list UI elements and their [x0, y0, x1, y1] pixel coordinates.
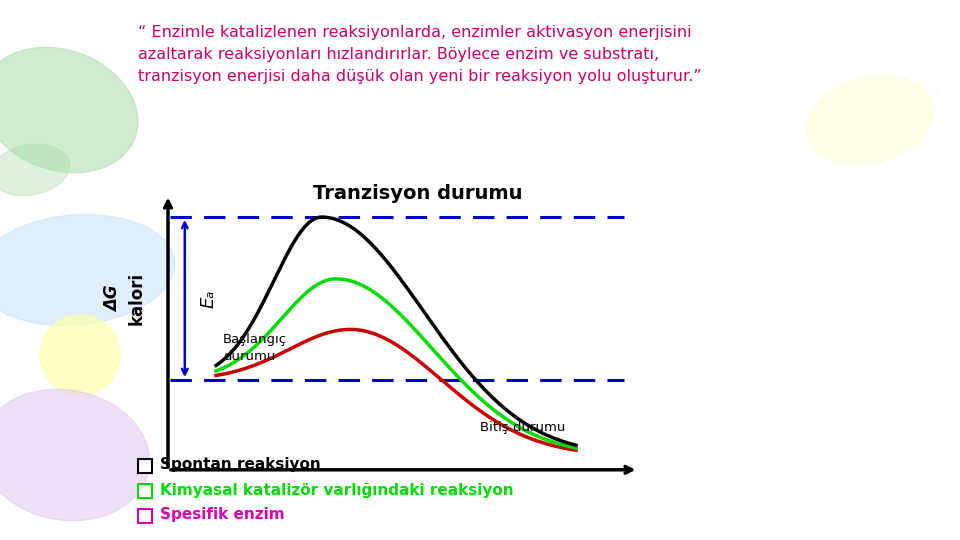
Ellipse shape [0, 144, 70, 195]
Text: Spontan reaksiyon: Spontan reaksiyon [160, 457, 321, 472]
Text: Eₐ: Eₐ [200, 289, 217, 308]
Ellipse shape [0, 214, 175, 326]
Text: Bitiş durumu: Bitiş durumu [480, 421, 565, 434]
Bar [138, 484, 152, 498]
Ellipse shape [806, 76, 934, 164]
Bar [138, 459, 152, 473]
Text: kalori: kalori [128, 272, 146, 325]
Ellipse shape [0, 389, 150, 521]
Text: Spesifik enzim: Spesifik enzim [160, 508, 284, 523]
Text: Kimyasal katalizör varlığındaki reaksiyon: Kimyasal katalizör varlığındaki reaksiyo… [160, 483, 514, 497]
Text: ΔG: ΔG [104, 285, 122, 312]
Ellipse shape [0, 48, 138, 173]
Bar [138, 509, 152, 523]
Text: Başlangıç
durumu: Başlangıç durumu [223, 333, 287, 363]
Text: “ Enzimle katalizlenen reaksiyonlarda, enzimler aktivasyon enerjisini
azaltarak : “ Enzimle katalizlenen reaksiyonlarda, e… [138, 25, 702, 84]
Ellipse shape [40, 315, 120, 395]
Text: Tranzisyon durumu: Tranzisyon durumu [313, 184, 522, 202]
